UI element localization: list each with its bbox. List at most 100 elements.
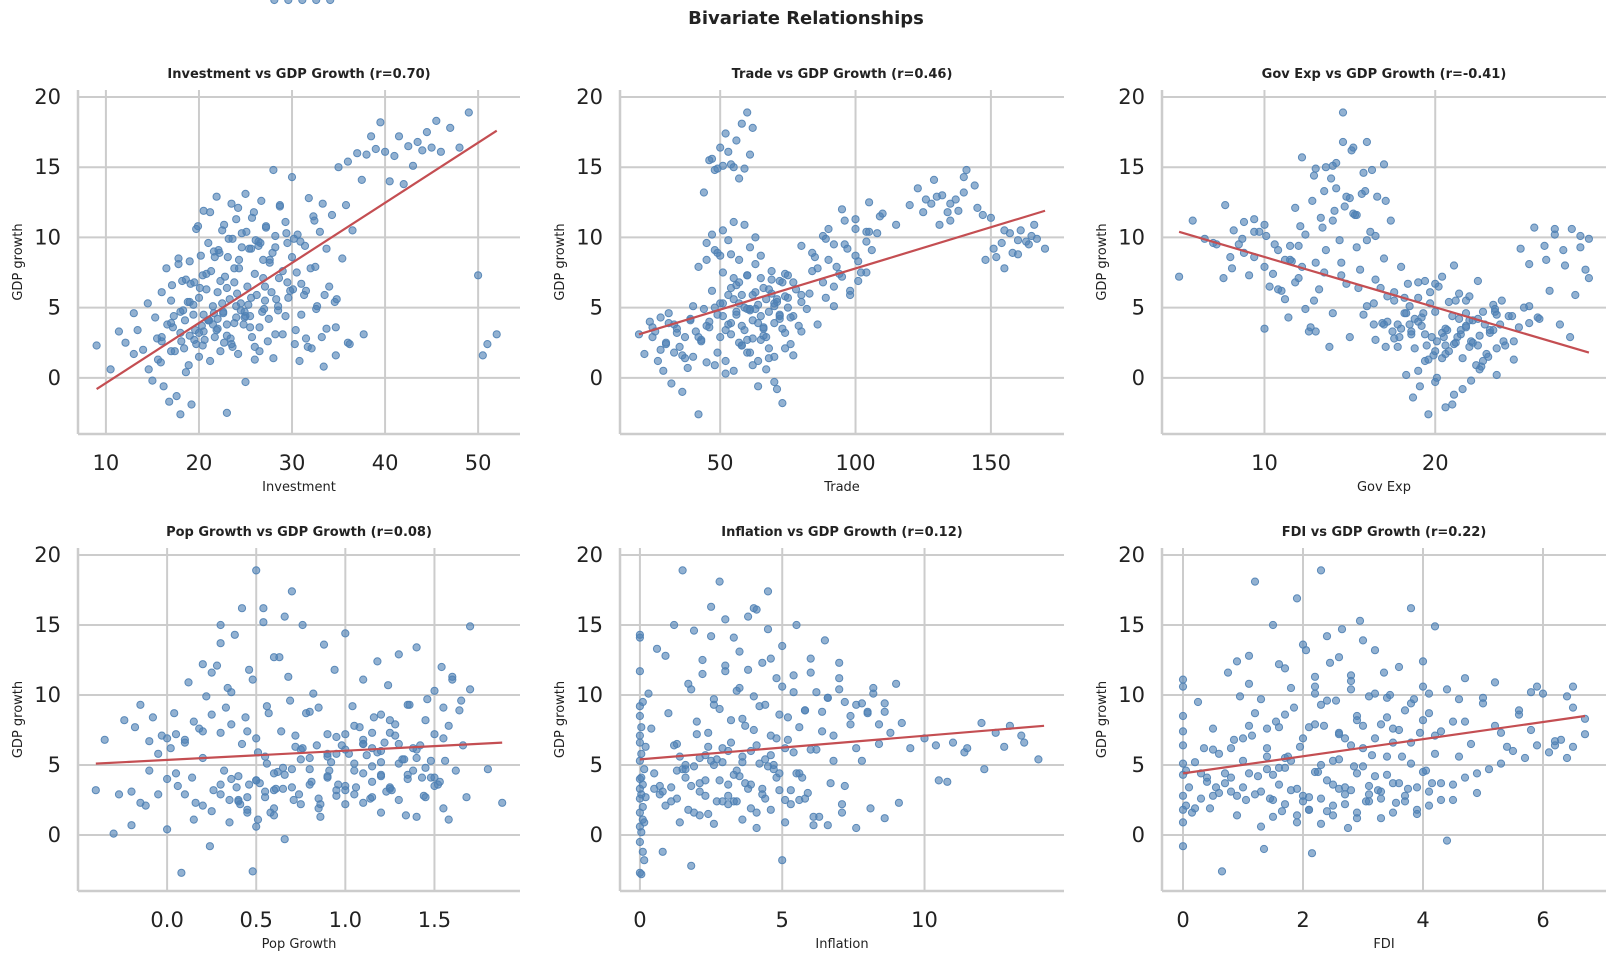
scatter-point [1426,288,1435,297]
scatter-point [689,762,699,771]
scatter-point [829,302,839,311]
scatter-point [136,798,145,807]
scatter-point [287,783,296,792]
scatter-point [362,150,371,159]
scatter-point [837,800,847,809]
scatter-point [789,351,798,360]
scatter-point [314,794,323,803]
scatter-point [403,700,412,709]
scatter-point [1418,682,1428,691]
scatter-point [1405,320,1414,329]
scatter-point [786,313,795,322]
scatter-point [770,299,779,308]
scatter-point [262,702,271,711]
scatter-point [305,707,314,716]
scatter-point [292,268,301,277]
scatter-point [1448,795,1458,805]
scatter-point [189,717,198,726]
scatter-points [634,108,1050,419]
scatter-point [325,282,334,291]
scatter-point [1193,697,1203,707]
scatter-point [430,781,439,791]
scatter-point [701,776,710,785]
scatter-point [1250,790,1260,799]
scatter-point [715,577,724,586]
scatter-point [478,351,487,360]
scatter-point [1418,767,1428,777]
scatter-point [199,327,208,336]
scatter-point [1332,184,1341,193]
scatter-point [241,189,250,198]
x-axis-label: Gov Exp [1357,480,1411,495]
scatter-point [865,227,874,236]
y-axis-label: GDP growth [11,223,26,300]
scatter-point [1458,385,1467,394]
scatter-point [921,195,931,204]
scatter-point [763,625,773,634]
scatter-point [702,255,711,264]
scatter-point [813,264,822,273]
scatter-point [1034,755,1043,764]
scatter-point [1347,146,1356,155]
scatter-point [1497,296,1506,305]
scatter-point [1418,716,1428,725]
scatter-point [880,707,889,716]
scatter-point [221,703,230,712]
scatter-point [332,791,341,800]
scatter-point [289,234,298,243]
scatter-point [716,299,725,308]
scatter-point [638,847,647,856]
scatter-point [1533,313,1542,322]
scatter-point [766,751,775,760]
scatter-point [989,244,998,253]
scatter-point [837,205,847,214]
scatter-point [667,379,676,388]
scatter-point [1322,696,1332,705]
scatter-point [1343,823,1353,833]
scatter-point [1310,672,1320,681]
scatter-point [806,668,815,677]
scatter-point [1178,791,1188,800]
scatter-point [286,286,295,295]
scatter-point [190,335,199,344]
scatter-point [1322,632,1332,641]
scatter-point [216,347,225,356]
scatter-point [772,674,781,683]
scatter-point [729,163,738,172]
x-tick-label: 40 [372,451,399,475]
scatter-point [1277,807,1287,816]
panel-title: Inflation vs GDP Growth (r=0.12) [721,525,962,540]
scatter-point [1260,220,1269,229]
scatter-point [1430,749,1440,758]
scatter-point [735,174,744,183]
scatter-point [721,129,730,138]
scatter-point [1227,264,1237,273]
scatter-point [373,657,382,666]
scatter-point [638,780,647,789]
scatter-point [1379,320,1389,329]
scatter-point [269,165,278,175]
scatter-point [376,758,386,767]
scatter-point [694,262,703,271]
scatter-point [341,629,350,638]
scatter-point [199,206,208,215]
scatter-point [751,233,760,242]
scatter-point [274,274,284,283]
scatter-point [1220,779,1230,788]
scatter-point [323,730,332,739]
scatter-point [385,784,394,793]
scatter-point [1334,755,1344,764]
scatter-point [755,759,764,768]
scatter-point [1262,752,1272,761]
scatter-point [260,296,270,305]
scatter-point [813,320,822,329]
scatter-point [1427,779,1437,788]
scatter-point [423,695,432,704]
scatter-point [1244,721,1254,730]
scatter-point [272,295,281,304]
scatter-point [232,215,241,224]
scatter-point [220,338,229,347]
scatter-point [640,818,649,827]
scatter-point [1420,276,1430,286]
scatter-point [1229,226,1238,235]
